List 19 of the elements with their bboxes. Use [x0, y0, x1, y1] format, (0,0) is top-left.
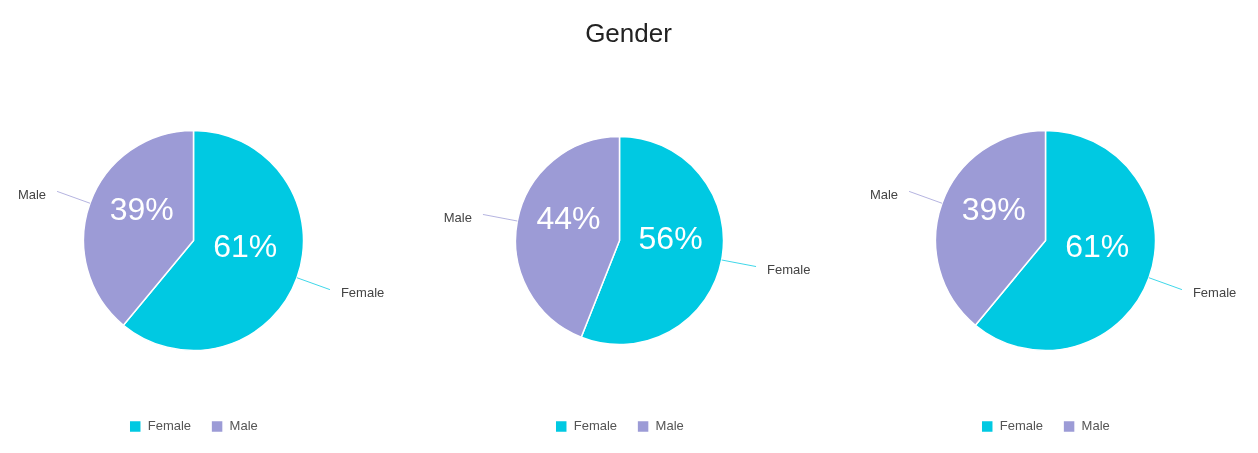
- data-label: 61%: [213, 227, 278, 264]
- data-label: 61%: [1065, 227, 1130, 264]
- data-label: 39%: [961, 190, 1026, 227]
- slice-label: Female: [340, 285, 385, 301]
- data-label: 39%: [109, 190, 174, 227]
- slice-label: Female: [1192, 285, 1237, 301]
- data-label: 44%: [536, 200, 601, 237]
- data-label: 56%: [638, 219, 703, 256]
- legend-label: Female: [573, 418, 618, 434]
- slice-label: Male: [17, 186, 47, 202]
- legend-label: Male: [1081, 418, 1110, 434]
- slice-label: Male: [443, 210, 472, 226]
- chart-title: Gender: [585, 18, 673, 49]
- legend-label: Male: [229, 418, 258, 434]
- slice-label: Male: [869, 186, 899, 202]
- legend-label: Female: [999, 418, 1044, 434]
- legend-label: Female: [147, 418, 192, 434]
- slice-label: Female: [767, 262, 811, 278]
- legend-label: Male: [655, 418, 684, 434]
